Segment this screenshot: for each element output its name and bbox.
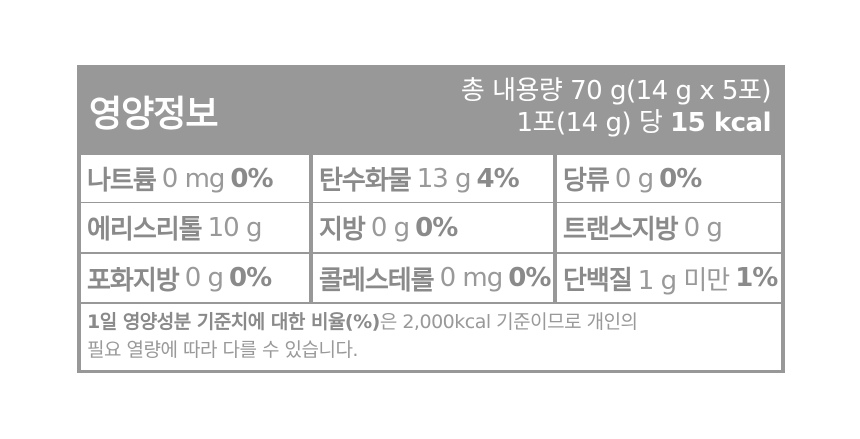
nutrient-cell: 콜레스테롤 0 mg 0% bbox=[313, 254, 553, 302]
nutrient-name: 단백질 bbox=[563, 265, 633, 296]
nutrient-amount: 0 mg bbox=[161, 163, 226, 194]
nutrient-percent: 0% bbox=[415, 212, 458, 243]
nutrient-name: 지방 bbox=[319, 215, 366, 245]
nutrient-amount: 10 g bbox=[207, 212, 263, 243]
nutrient-name: 당류 bbox=[563, 166, 610, 196]
nutrient-percent: 0% bbox=[229, 263, 272, 293]
footnote-line2: 필요 열량에 따라 다를 수 있습니다. bbox=[87, 339, 358, 361]
nutrient-percent: 0% bbox=[508, 263, 551, 293]
serving-info: 총 내용량 70 g(14 g x 5포) 1포(14 g) 당 15 kcal bbox=[460, 75, 772, 139]
nutrient-amount: 0 mg bbox=[439, 263, 504, 293]
calories: 15 kcal bbox=[670, 108, 771, 138]
nutrition-facts-label: 영양정보 총 내용량 70 g(14 g x 5포) 1포(14 g) 당 15… bbox=[77, 65, 785, 373]
footnote: 1일 영양성분 기준치에 대한 비율(%)은 2,000kcal 기준이므로 개… bbox=[81, 304, 781, 370]
nutrient-cell: 에리스리톨 10 g bbox=[81, 203, 309, 252]
nutrient-name: 트랜스지방 bbox=[563, 215, 679, 245]
nutrient-name: 에리스리톨 bbox=[87, 215, 203, 245]
nutrient-cell: 단백질 1 g 미만 1% bbox=[557, 254, 781, 302]
nutrient-amount: 0 g bbox=[614, 163, 654, 194]
nutrient-name: 콜레스테롤 bbox=[319, 265, 435, 296]
total-content: 총 내용량 70 g(14 g x 5포) bbox=[460, 76, 772, 106]
footnote-rest: 은 2,000kcal 기준이므로 개인의 bbox=[379, 311, 638, 333]
per-serving-line: 1포(14 g) 당 15 kcal bbox=[461, 107, 772, 139]
nutrient-percent: 0% bbox=[659, 163, 702, 194]
nutrient-amount: 0 g bbox=[683, 212, 723, 243]
nutrient-amount: 0 g bbox=[184, 263, 224, 293]
nutrient-amount: 0 g bbox=[370, 212, 410, 243]
per-serving: 1포(14 g) 당 bbox=[516, 108, 663, 138]
nutrient-percent: 0% bbox=[230, 163, 273, 194]
footnote-bold: 1일 영양성분 기준치에 대한 비율(%) bbox=[87, 311, 380, 333]
nutrient-cell: 포화지방 0 g 0% bbox=[81, 254, 309, 302]
nutrient-cell: 탄수화물 13 g 4% bbox=[313, 155, 553, 202]
nutrient-name: 탄수화물 bbox=[319, 166, 412, 196]
nutrient-cell: 당류 0 g 0% bbox=[557, 155, 781, 202]
nutrient-name: 포화지방 bbox=[87, 265, 180, 296]
nutrient-cell: 트랜스지방 0 g bbox=[557, 203, 781, 252]
nutrient-cell: 지방 0 g 0% bbox=[313, 203, 553, 252]
nutrient-name: 나트륨 bbox=[87, 166, 157, 196]
nutrient-amount: 13 g bbox=[416, 163, 472, 194]
nutrient-percent: 1% bbox=[735, 263, 778, 293]
nutrient-percent: 4% bbox=[476, 163, 520, 194]
label-title: 영양정보 bbox=[89, 94, 218, 135]
nutrient-amount: 1 g 미만 bbox=[637, 265, 730, 296]
nutrient-cell: 나트륨 0 mg 0% bbox=[81, 155, 309, 202]
